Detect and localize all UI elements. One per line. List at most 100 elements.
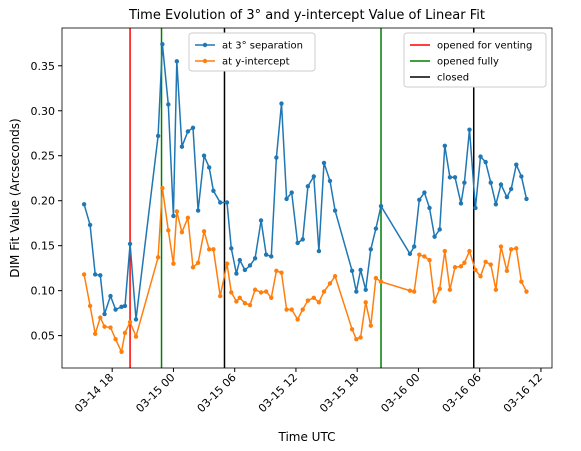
data-point: [284, 307, 289, 312]
legend-label: at 3° separation: [222, 41, 303, 52]
data-point: [133, 334, 139, 339]
data-point: [478, 154, 483, 159]
legend-label: at y-intercept: [222, 57, 290, 68]
data-point: [447, 175, 453, 180]
data-point: [195, 260, 201, 265]
x-axis-label: Time UTC: [278, 430, 336, 444]
data-point: [258, 218, 264, 223]
data-point: [407, 288, 413, 293]
data-point: [127, 241, 133, 247]
data-point: [166, 228, 171, 233]
x-tick-label: 03-16 12: [501, 371, 545, 415]
data-point: [166, 102, 171, 107]
data-point: [263, 252, 269, 257]
data-point: [349, 268, 355, 274]
data-point: [422, 254, 427, 259]
data-point: [524, 196, 529, 202]
y-tick-label: 0.30: [31, 105, 56, 118]
data-point: [234, 271, 239, 276]
data-point: [237, 257, 242, 263]
data-point: [206, 247, 212, 252]
data-point: [185, 215, 191, 220]
legend-label: closed: [437, 73, 469, 84]
data-point: [269, 254, 274, 259]
legend-box: [403, 32, 547, 88]
data-point: [300, 237, 305, 242]
data-point: [467, 248, 472, 254]
data-point: [378, 203, 384, 209]
data-point: [300, 307, 305, 312]
data-point: [160, 41, 165, 47]
data-point: [508, 186, 514, 192]
data-point: [524, 289, 529, 294]
data-point: [321, 160, 327, 166]
data-point: [417, 252, 422, 257]
data-point: [269, 295, 274, 301]
data-point: [363, 300, 368, 305]
data-point: [237, 295, 242, 301]
data-point: [504, 194, 510, 200]
data-point: [98, 315, 103, 320]
data-point: [252, 287, 258, 292]
data-point: [229, 246, 234, 251]
data-point: [305, 184, 311, 189]
x-tick-label: 03-14 18: [72, 371, 116, 415]
data-point: [327, 178, 333, 184]
data-point: [122, 303, 128, 309]
x-tick-label: 03-16 06: [440, 371, 484, 415]
data-point: [321, 289, 327, 294]
data-point: [274, 268, 279, 274]
data-point: [498, 244, 504, 249]
data-point: [417, 197, 422, 202]
data-point: [119, 349, 124, 355]
data-point: [368, 323, 374, 328]
data-point: [478, 274, 483, 279]
data-point: [493, 202, 499, 207]
data-point: [171, 213, 176, 219]
data-point: [358, 267, 363, 273]
data-point: [102, 324, 107, 329]
data-point: [458, 201, 464, 206]
data-point: [258, 290, 264, 295]
data-point: [519, 174, 524, 179]
data-point: [229, 290, 234, 295]
data-point: [452, 265, 458, 270]
data-point: [247, 263, 253, 268]
data-point: [87, 222, 93, 228]
data-point: [467, 127, 472, 132]
data-point: [378, 279, 384, 284]
data-point: [179, 144, 185, 149]
data-point: [98, 273, 103, 278]
data-point: [316, 248, 322, 254]
data-point: [113, 307, 118, 312]
data-point: [462, 180, 467, 185]
data-point: [185, 129, 191, 134]
data-point: [311, 295, 317, 301]
x-tick-label: 03-16 00: [378, 371, 422, 415]
data-point: [407, 251, 413, 256]
data-point: [224, 200, 230, 205]
x-tick-label: 03-15 18: [317, 371, 361, 415]
data-point: [488, 180, 493, 185]
data-point: [483, 159, 488, 165]
data-point: [427, 205, 432, 211]
data-point: [179, 229, 185, 235]
y-tick-label: 0.10: [31, 285, 56, 298]
data-point: [127, 319, 133, 325]
data-point: [332, 274, 338, 279]
data-point: [473, 267, 478, 273]
data-point: [87, 303, 93, 309]
data-point: [279, 270, 284, 275]
y-tick-label: 0.15: [31, 240, 56, 253]
data-point: [81, 272, 87, 277]
data-point: [155, 133, 161, 139]
data-point: [81, 202, 87, 207]
data-point: [483, 259, 488, 265]
data-point: [113, 337, 118, 342]
data-point: [295, 240, 300, 246]
data-point: [368, 247, 374, 252]
data-point: [234, 299, 239, 304]
data-point: [108, 293, 113, 299]
data-point: [242, 301, 248, 306]
data-point: [437, 286, 442, 292]
